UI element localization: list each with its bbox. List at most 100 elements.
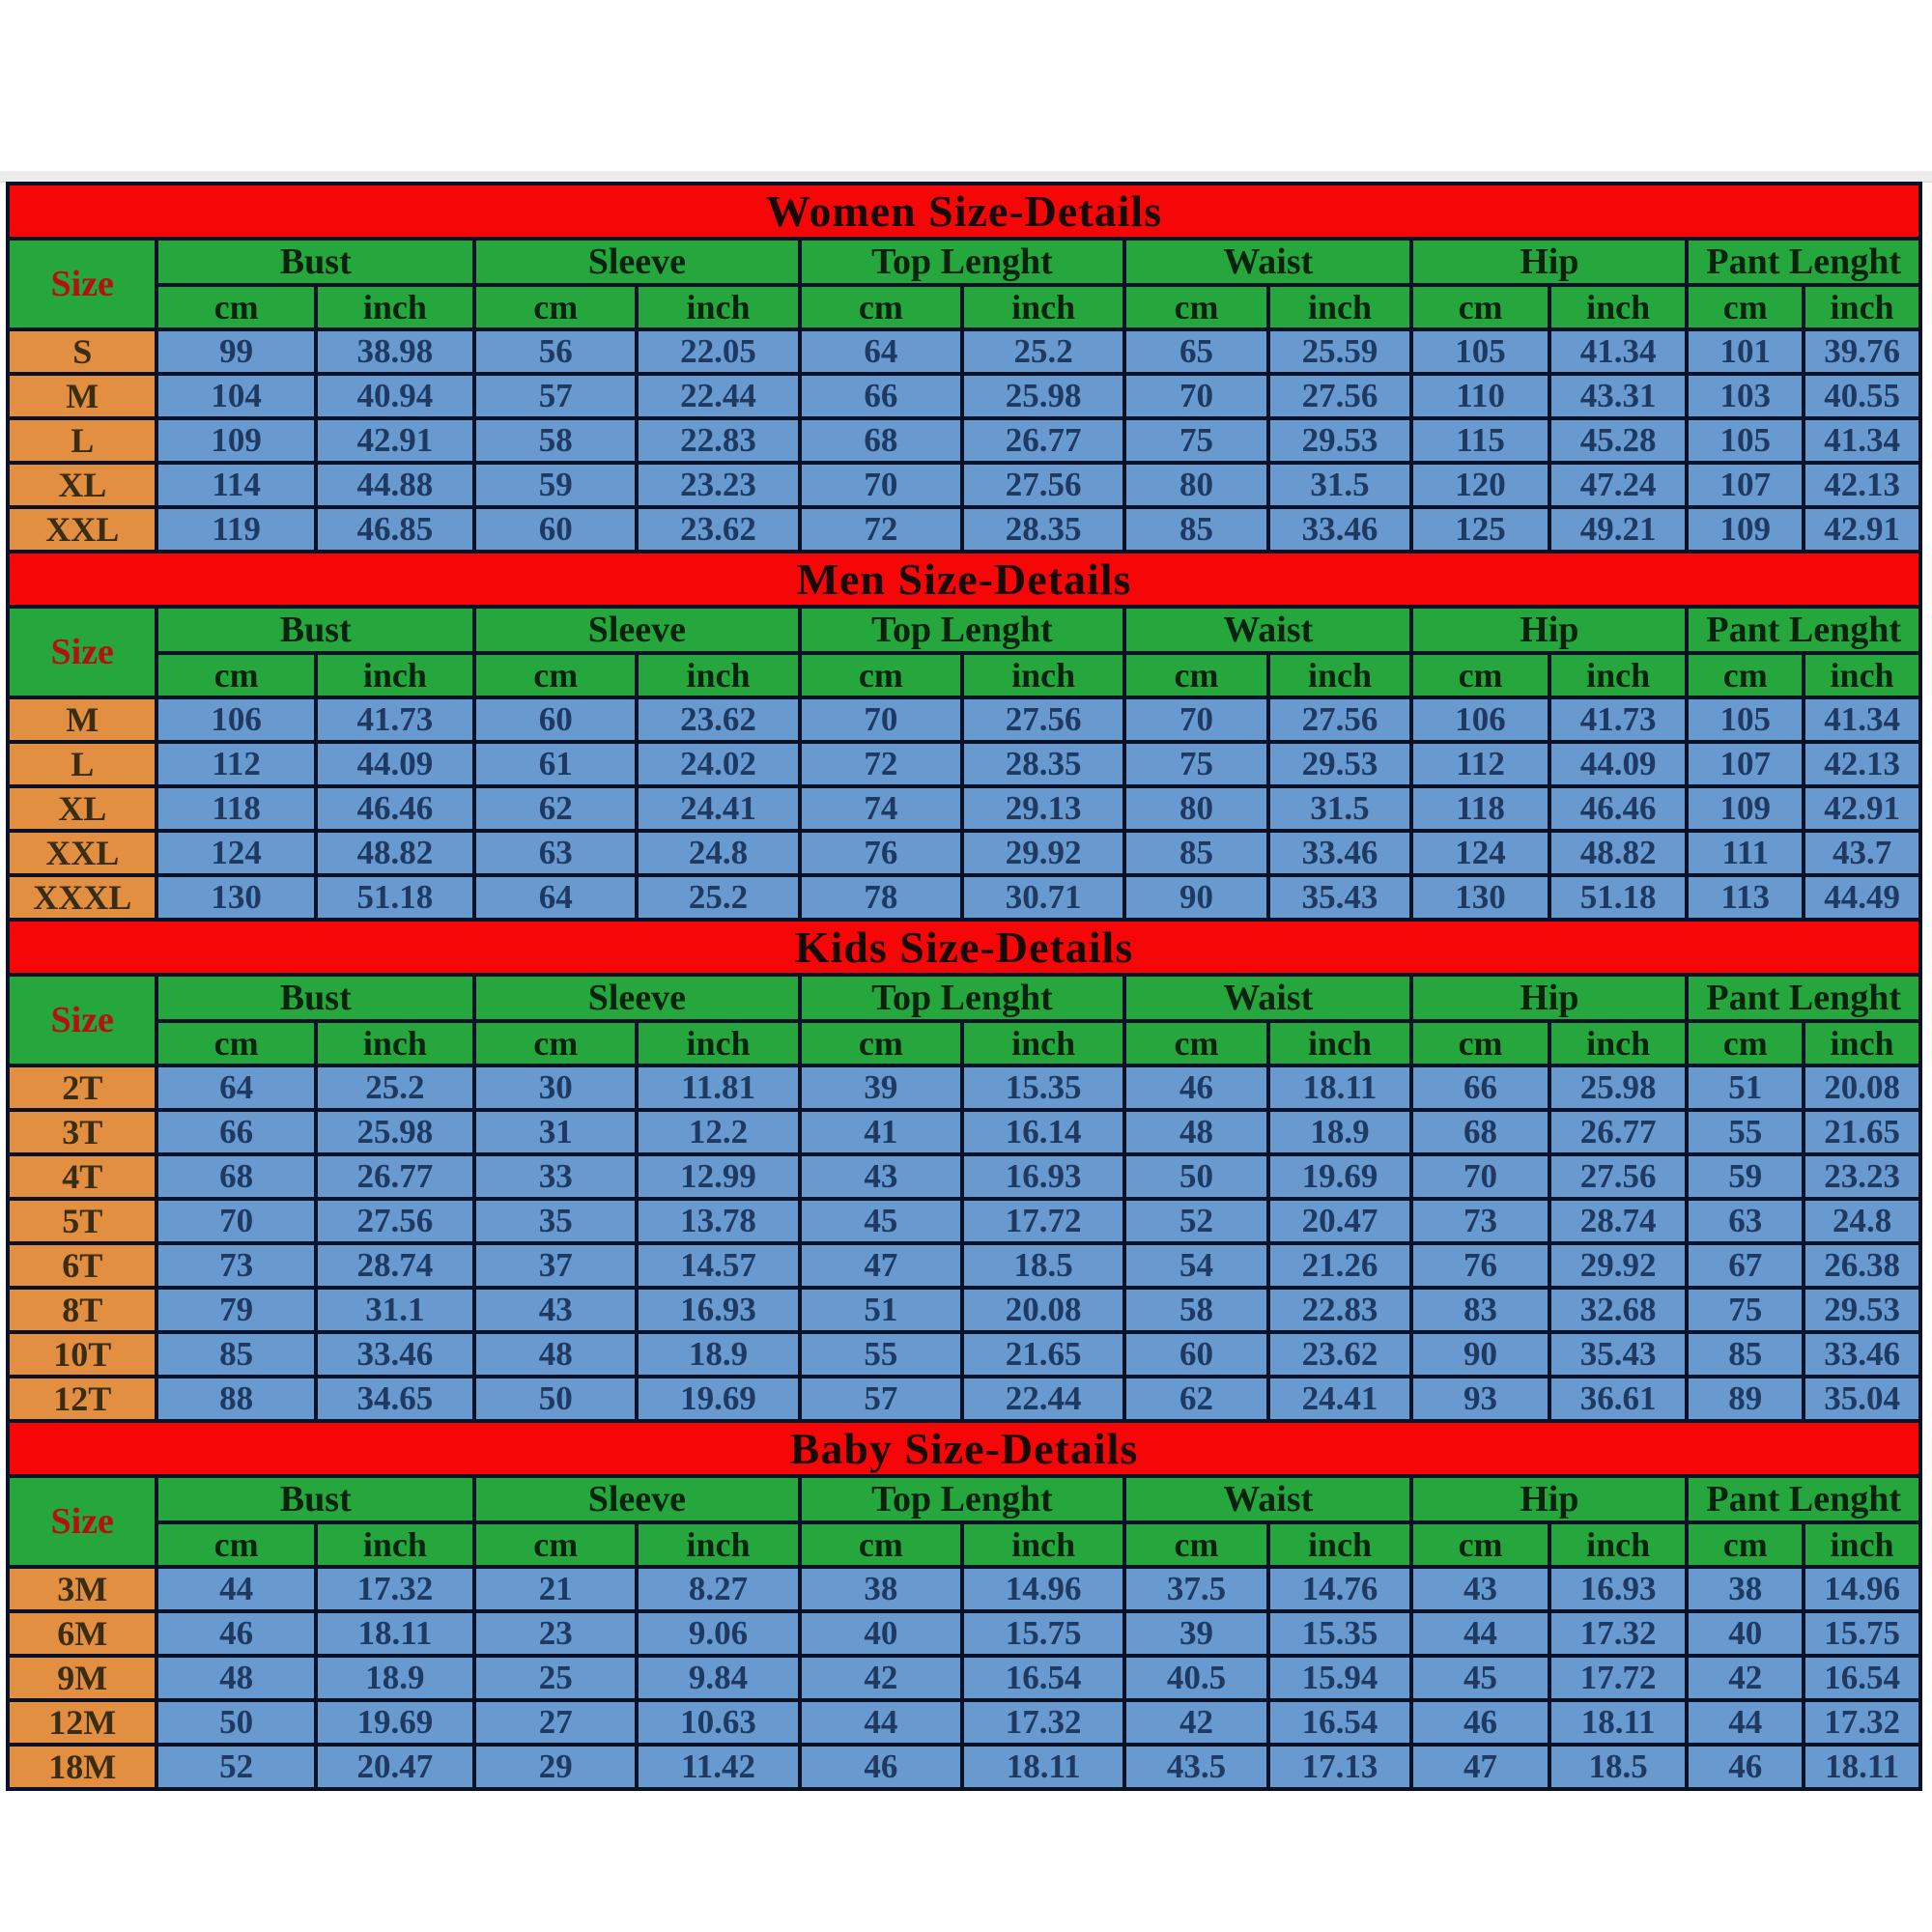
size-cell: XL <box>5 461 159 509</box>
table-row: 3M 44 17.32 21 8.27 38 14.96 37.5 14.76 43 16.93 38… <box>5 1565 1922 1613</box>
value-cell: 25.98 <box>313 1108 477 1156</box>
value-cell: 35.43 <box>1547 1330 1690 1378</box>
value-cell: 18.11 <box>1547 1698 1690 1747</box>
value-cell: 43 <box>472 1286 639 1334</box>
value-cell: 44.09 <box>1547 740 1690 788</box>
value-cell: 22.83 <box>1265 1286 1414 1334</box>
unit-header: inch <box>635 283 802 331</box>
value-cell: 29.53 <box>1265 416 1414 465</box>
value-cell: 68 <box>155 1152 318 1201</box>
value-cell: 61 <box>472 740 639 788</box>
value-cell: 16.54 <box>959 1654 1127 1702</box>
size-header: Size <box>5 605 159 699</box>
value-cell: 73 <box>155 1241 318 1290</box>
value-cell: 51.18 <box>313 873 477 922</box>
value-cell: 105 <box>1685 416 1806 465</box>
value-cell: 40.5 <box>1122 1654 1270 1702</box>
value-cell: 23.62 <box>1265 1330 1414 1378</box>
value-cell: 17.72 <box>1547 1654 1690 1702</box>
unit-header: cm <box>1409 283 1551 331</box>
size-cell: XL <box>5 784 159 833</box>
value-cell: 76 <box>1409 1241 1551 1290</box>
unit-header: cm <box>1685 283 1806 331</box>
size-cell: 4T <box>5 1152 159 1201</box>
column-group-header: Bust <box>155 1474 477 1524</box>
value-cell: 21 <box>472 1565 639 1613</box>
value-cell: 124 <box>155 829 318 877</box>
value-cell: 28.35 <box>959 740 1127 788</box>
table-row: 12T 88 34.65 50 19.69 57 22.44 62 24.41 93 36.61 89… <box>5 1375 1922 1423</box>
value-cell: 27.56 <box>1265 696 1414 744</box>
value-cell: 22.05 <box>635 327 802 376</box>
column-group-header: Sleeve <box>472 1474 802 1524</box>
value-cell: 79 <box>155 1286 318 1334</box>
value-cell: 74 <box>797 784 964 833</box>
value-cell: 20.47 <box>313 1743 477 1791</box>
value-cell: 88 <box>155 1375 318 1423</box>
value-cell: 36.61 <box>1547 1375 1690 1423</box>
value-cell: 120 <box>1409 461 1551 509</box>
column-group-header: Top Lenght <box>797 237 1127 287</box>
value-cell: 50 <box>1122 1152 1270 1201</box>
table-row: 12M 50 19.69 27 10.63 44 17.32 42 16.54 46 18.11 44… <box>5 1698 1922 1747</box>
value-cell: 9.06 <box>635 1609 802 1658</box>
value-cell: 107 <box>1685 740 1806 788</box>
unit-header: inch <box>635 1520 802 1569</box>
value-cell: 50 <box>472 1375 639 1423</box>
value-cell: 70 <box>1122 696 1270 744</box>
value-cell: 34.65 <box>313 1375 477 1423</box>
unit-header: cm <box>1122 1019 1270 1067</box>
value-cell: 118 <box>1409 784 1551 833</box>
value-cell: 70 <box>1409 1152 1551 1201</box>
value-cell: 57 <box>472 372 639 420</box>
unit-header: inch <box>1802 283 1922 331</box>
value-cell: 51 <box>797 1286 964 1334</box>
value-cell: 21.65 <box>1802 1108 1922 1156</box>
value-cell: 10.63 <box>635 1698 802 1747</box>
column-group-header-row: Size Bust Sleeve Top Lenght Waist Hip Pant Len… <box>5 237 1922 331</box>
value-cell: 16.93 <box>1547 1565 1690 1613</box>
value-cell: 75 <box>1122 416 1270 465</box>
value-cell: 119 <box>155 505 318 554</box>
unit-header: inch <box>1547 283 1690 331</box>
unit-header: inch <box>959 1019 1127 1067</box>
value-cell: 42.91 <box>1802 784 1922 833</box>
value-cell: 20.08 <box>959 1286 1127 1334</box>
column-group-header: Hip <box>1409 1474 1690 1524</box>
value-cell: 27.56 <box>959 461 1127 509</box>
unit-header: cm <box>1685 651 1806 699</box>
value-cell: 27.56 <box>1265 372 1414 420</box>
value-cell: 46 <box>1409 1698 1551 1747</box>
table-row: L 112 44.09 61 24.02 72 28.35 75 29.53 112 44.09 10… <box>5 740 1922 788</box>
value-cell: 38 <box>1685 1565 1806 1613</box>
value-cell: 66 <box>155 1108 318 1156</box>
value-cell: 13.78 <box>635 1197 802 1245</box>
value-cell: 64 <box>797 327 964 376</box>
value-cell: 21.65 <box>959 1330 1127 1378</box>
column-group-header-row: Size Bust Sleeve Top Lenght Waist Hip Pant Len… <box>5 973 1922 1067</box>
value-cell: 42.91 <box>313 416 477 465</box>
value-cell: 24.41 <box>635 784 802 833</box>
value-cell: 59 <box>1685 1152 1806 1201</box>
value-cell: 29.92 <box>959 829 1127 877</box>
value-cell: 49.21 <box>1547 505 1690 554</box>
value-cell: 23.23 <box>1802 1152 1922 1201</box>
unit-header: inch <box>1547 651 1690 699</box>
table-row: M 106 41.73 60 23.62 70 27.56 70 27.56 106 41.73 10… <box>5 696 1922 744</box>
section-title-row: Women Size-Details <box>6 182 1922 241</box>
unit-header: inch <box>1547 1019 1690 1067</box>
value-cell: 45.28 <box>1547 416 1690 465</box>
value-cell: 39 <box>1122 1609 1270 1658</box>
value-cell: 30 <box>472 1064 639 1112</box>
value-cell: 20.47 <box>1265 1197 1414 1245</box>
size-header: Size <box>5 237 159 331</box>
value-cell: 16.54 <box>1802 1654 1922 1702</box>
value-cell: 39.76 <box>1802 327 1922 376</box>
value-cell: 17.32 <box>313 1565 477 1613</box>
value-cell: 56 <box>472 327 639 376</box>
value-cell: 113 <box>1685 873 1806 922</box>
value-cell: 35.43 <box>1265 873 1414 922</box>
value-cell: 45 <box>1409 1654 1551 1702</box>
column-group-header: Bust <box>155 237 477 287</box>
